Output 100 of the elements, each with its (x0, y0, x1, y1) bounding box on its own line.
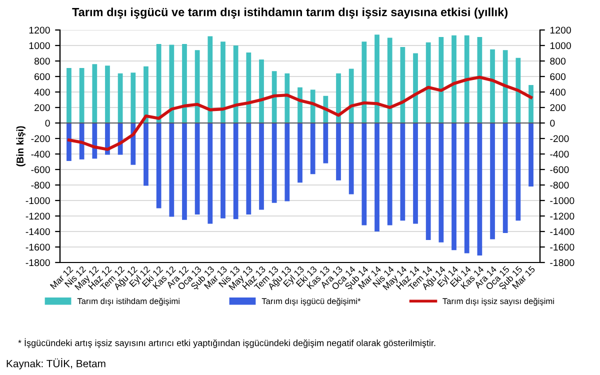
bar (464, 123, 470, 254)
bar (477, 123, 482, 256)
bar (220, 123, 226, 218)
bar (362, 42, 367, 123)
bar (156, 44, 162, 123)
bar (284, 123, 290, 202)
bar (516, 58, 521, 123)
bar (502, 123, 508, 234)
bar (144, 66, 148, 123)
bar (284, 73, 290, 123)
bar (310, 90, 316, 123)
y2-tick-label: -1600 (550, 244, 574, 251)
bar (310, 123, 316, 174)
bar (194, 50, 200, 123)
bar (144, 123, 148, 186)
bar (105, 66, 110, 123)
bar (464, 35, 470, 123)
bar (348, 123, 354, 194)
chart-title: Tarım dışı işgücü ve tarım dışı istihdamın tarım dışı işsiz sayısına etkisi (yıllık) (72, 8, 508, 19)
y2-tick-label: 800 (550, 58, 566, 65)
y-tick-label: 400 (34, 88, 50, 96)
y-tick-label: 0 (45, 120, 50, 127)
bar (220, 42, 226, 123)
bar (490, 49, 495, 123)
bar (298, 123, 302, 183)
bar (259, 123, 264, 210)
y-tick-label: -1000 (26, 197, 50, 204)
y-tick-label: 1200 (29, 26, 50, 34)
bar (400, 47, 406, 123)
y-tick-label: -1400 (26, 228, 50, 236)
y2-tick-label: 200 (550, 104, 566, 112)
bar (233, 46, 238, 123)
bar (298, 87, 302, 123)
legend-label: Tarım dışı işsiz sayısı değişimi (442, 298, 554, 306)
bar (156, 123, 162, 208)
bar (477, 36, 482, 123)
line-series (67, 76, 533, 151)
y2-tick-label: 600 (550, 73, 566, 80)
bar (259, 59, 264, 123)
bar (169, 44, 174, 123)
bar (438, 36, 444, 123)
bar (516, 123, 521, 221)
bar (208, 123, 213, 224)
legend-label: Tarım dışı istihdam değişimi (77, 298, 180, 306)
bar (323, 123, 328, 164)
bar (79, 123, 84, 160)
bar (66, 68, 72, 123)
y2-tick-label: -200 (550, 135, 569, 142)
bar (452, 35, 456, 123)
y2-tick-label: -1800 (550, 259, 574, 266)
bar (426, 123, 431, 240)
bar (208, 36, 213, 123)
bar (130, 72, 136, 123)
y2-tick-label: -1000 (550, 197, 574, 204)
y2-tick-label: -800 (550, 182, 569, 189)
bar (92, 64, 98, 123)
bar (413, 123, 418, 224)
y2-tick-label: 1200 (550, 26, 571, 34)
bar (362, 123, 367, 226)
bar (169, 123, 174, 217)
y-tick-label: -400 (31, 150, 50, 158)
y2-tick-label: 1000 (550, 42, 571, 50)
bar (246, 52, 252, 123)
y2-tick-label: -1200 (550, 212, 574, 220)
bar (528, 85, 534, 123)
y-tick-label: 1000 (29, 42, 50, 50)
bar (336, 73, 341, 123)
y-tick-label: -600 (31, 166, 50, 174)
y2-tick-label: 0 (550, 120, 555, 127)
y2-tick-label: -1400 (550, 228, 574, 236)
bar (348, 68, 354, 123)
bar (272, 71, 277, 123)
bar (336, 123, 341, 180)
legend-label: Tarım dışı işgücü değişimi* (262, 298, 361, 306)
bar (387, 38, 392, 123)
bar (374, 123, 380, 232)
bar (182, 44, 187, 123)
bar (194, 123, 200, 214)
y-tick-label: 800 (34, 58, 50, 65)
bar (118, 73, 123, 123)
bar (233, 123, 238, 220)
bar (452, 123, 456, 250)
bar (528, 123, 534, 187)
y-tick-label: -800 (31, 182, 50, 189)
bar (92, 123, 98, 159)
bar (426, 42, 431, 123)
text: * İşgücündeki artış işsiz sayısını artırıcı etki yaptığından işgücündeki değişim negatif olarak gösterilmiştir. (18, 338, 436, 348)
bar (272, 123, 277, 203)
bar (387, 123, 392, 226)
y-tick-label: 600 (34, 73, 50, 80)
y-tick-label: -1600 (26, 244, 50, 251)
y-axis-title: (Bin kişi) (16, 126, 26, 166)
bar (438, 123, 444, 242)
y2-tick-label: -400 (550, 150, 569, 158)
bar (79, 68, 84, 123)
bar (66, 123, 72, 161)
bar (413, 53, 418, 123)
text: Kaynak: TÜİK, Betam (6, 358, 106, 370)
bar (246, 123, 252, 214)
bar (374, 34, 380, 123)
